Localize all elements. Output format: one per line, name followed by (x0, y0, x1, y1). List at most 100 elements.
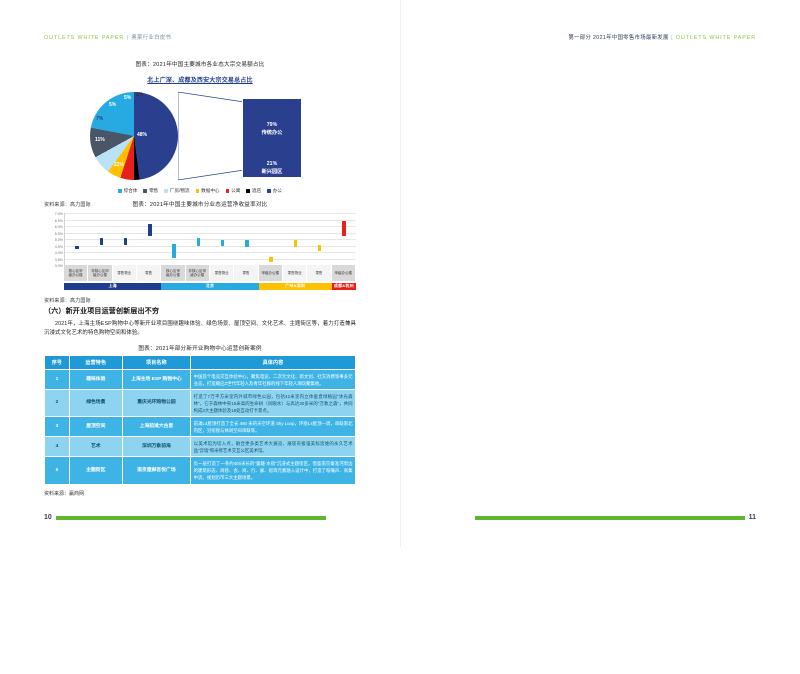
y-axis-tick-label: 3.0% (54, 264, 63, 268)
chart-gridline: 6.0% (55, 225, 356, 229)
bar-of-pie-connector (178, 92, 244, 180)
table-cell-no: 2 (44, 389, 70, 418)
city-legend-segment: 成都&杭州 (331, 282, 356, 290)
floating-bar (172, 243, 176, 258)
header-right-separator: | (671, 35, 674, 41)
x-axis-category-label: 非核心区甲 级办公楼 (88, 265, 113, 281)
legend-swatch-icon (267, 189, 271, 193)
legend-swatch-icon (225, 189, 230, 193)
pie-chart-caption: 图表：2021年中国主要城市各业态大宗交易额占比 (135, 62, 265, 68)
running-header-right: 第一部分 2021年中国零售市场最新发展 | OUTLETS WHITE PAP… (568, 33, 756, 41)
bar-chart-canvas: 7.0% 6.5% 6.0% 5.5% 5.0% 4.5% 4.0% 3.5% 3.0% (55, 212, 356, 268)
floating-bar (75, 246, 79, 249)
table-cell-detail: 负一层打造了一条约400米长的“童趣·水街”沉浸式主题街区，借鉴南京秦淮河周边的… (190, 456, 356, 485)
chart-gridline: 5.0% (55, 238, 356, 242)
pie-chart-legend: 综合体 零售 厂房/物流 数据中心 公寓 酒店 办公 (44, 188, 356, 194)
pie-legend-label: 数据中心 (201, 188, 220, 193)
chart-gridline: 4.5% (55, 245, 356, 249)
y-axis-tick-label: 5.0% (54, 238, 63, 242)
table-body: 1 趣味体验 上海主场 ESP 购物中心 中国首个电竞交互体验中心，聚焦电竞、二次元文… (44, 368, 356, 485)
section-paragraph: 2021年，上海主场ESP购物中心等新开业项目围绕趣味体验、绿色场景、屋顶空间、… (44, 321, 356, 337)
pie-chart-canvas: 48% 22% 11% 7% 5% 5% 2% 79% 传统办公 (44, 88, 356, 184)
table-header-row: 序号 运营特色 项目名称 具体内容 (44, 355, 356, 370)
pie-legend-item: 酒店 (246, 188, 261, 194)
left-page-number: 10 (44, 514, 52, 521)
table-cell-project: 上海前滩大古里 (121, 416, 192, 438)
pie-chart-source: 资料来源：高力国际 (44, 202, 91, 208)
floating-bar (269, 257, 273, 263)
table-cell-no: 4 (44, 436, 70, 458)
legend-swatch-icon (143, 189, 148, 193)
bar-of-pie-segment-traditional: 79% 传统办公 (243, 99, 301, 161)
right-footer-bar (474, 515, 745, 520)
x-axis-category-label: 甲级办公楼 (331, 265, 356, 281)
chart-gridline: 5.5% (55, 232, 356, 236)
header-left-cn: 奥莱行业白皮书 (131, 35, 172, 41)
city-legend-segment: 广州&深圳 (258, 282, 332, 290)
table-cell-no: 5 (44, 456, 70, 485)
pie-legend-label: 零售 (149, 188, 159, 193)
pie-label-complex: 22% (114, 162, 125, 168)
table-cell-feature: 绿色场景 (68, 389, 123, 418)
bar-chart-city-legend: 上海 北京 广州&深圳 成都&杭州 (64, 282, 356, 290)
table-row: 2 绿色场景 重庆光环购物公园 打造了7万平方米室内外城市绿色公园，包括42米室内立体… (44, 389, 356, 418)
bar-of-pie-segment-new: 21% 新兴园区 (243, 161, 301, 177)
bar-of-pie-graphic: 79% 传统办公 21% 新兴园区 (242, 98, 302, 178)
floating-bar (196, 238, 201, 247)
table-row: 4 艺术 深圳万象前海 以美术馆为切入点，融合更多类艺术大展览，展现有极强美标思维的永… (44, 436, 356, 458)
pie-legend-item: 综合体 (118, 188, 137, 194)
x-axis-category-label: 零售 (234, 265, 259, 281)
header-right-cn: 第一部分 2021年中国零售市场最新发展 (568, 35, 669, 41)
table-cell-feature: 屋顶空间 (68, 416, 123, 438)
table-cell-feature: 主题街区 (68, 456, 123, 485)
table-row: 5 主题街区 南京建邺吾悦广场 负一层打造了一条约400米长的“童趣·水街”沉浸式主题… (44, 456, 356, 485)
page-gutter (400, 0, 401, 547)
table-cell-project: 深圳万象前海 (121, 436, 192, 458)
pie-legend-label: 办公 (272, 188, 282, 193)
floating-bar (317, 244, 322, 252)
pie-label-hotel: 2% (136, 92, 144, 98)
table-cell-feature: 趣味体验 (68, 368, 123, 391)
x-axis-category-label: 核心区甲 级办公楼 (161, 265, 186, 281)
table-column-header: 序号 (44, 355, 70, 370)
pie-legend-item: 数据中心 (195, 188, 220, 194)
pie-legend-item: 零售 (143, 188, 158, 194)
pie-legend-item: 厂房/物流 (164, 188, 190, 194)
x-axis-category-label: 核心区甲 级办公楼 (64, 265, 89, 281)
right-page: 第一部分 2021年中国零售市场最新发展 | OUTLETS WHITE PAP… (400, 0, 800, 547)
table-source: 资料来源：赢商网 (44, 490, 85, 497)
table-column-header: 项目名称 (121, 355, 192, 370)
floating-bar (293, 239, 298, 248)
table-cell-detail: 以美术馆为切入点，融合更多类艺术大展览，展现有极强美标思维的永久艺术品“云墙”和… (190, 436, 356, 458)
legend-swatch-icon (164, 189, 168, 193)
chart-gridline: 6.5% (55, 219, 356, 223)
chart-gridline: 3.5% (55, 258, 356, 262)
x-axis-category-label: 非核心区甲 级办公楼 (185, 265, 210, 281)
table-cell-feature: 艺术 (68, 436, 123, 458)
floating-bar (220, 239, 225, 247)
pie-legend-item: 公寓 (225, 188, 240, 194)
bop-bottom-value: 21% (266, 161, 278, 168)
y-axis-tick-label: 4.0% (54, 251, 63, 255)
pie-chart-subtitle: 北上广深、成都及西安大宗交易总占比 (147, 78, 253, 84)
bar-chart-source: 资料来源：高力国际 (44, 297, 91, 304)
pie-label-logistics: 7% (96, 116, 104, 122)
floating-bar (123, 238, 128, 245)
table-row: 3 屋顶空间 上海前滩大古里 前滩L4屋顶打造了全长 460 米的天空环道 Sky L… (44, 416, 356, 438)
y-axis-tick-label: 5.5% (54, 231, 63, 236)
bop-top-label: 传统办公 (261, 129, 283, 136)
floating-bar (148, 224, 152, 236)
pie-chart-block: 图表：2021年中国主要城市各业态大宗交易额占比 北上广深、成都及西安大宗交易总… (44, 60, 356, 208)
legend-swatch-icon (246, 189, 250, 193)
y-axis-tick-label: 6.0% (54, 225, 63, 229)
pie-graphic: 48% 22% 11% 7% 5% 5% 2% (90, 92, 178, 180)
legend-swatch-icon (195, 189, 200, 193)
header-right-en: OUTLETS WHITE PAPER (675, 35, 756, 41)
y-axis-tick-label: 6.5% (54, 218, 63, 223)
header-left-en: OUTLETS WHITE PAPER (44, 35, 125, 41)
y-axis-tick-label: 4.5% (54, 244, 63, 249)
table-cell-no: 1 (44, 368, 70, 391)
pie-legend-item: 办公 (267, 188, 282, 194)
page-spread: OUTLETS WHITE PAPER | 奥莱行业白皮书 图表：2021年中国… (44, 0, 800, 547)
city-legend-segment: 北京 (161, 282, 259, 290)
